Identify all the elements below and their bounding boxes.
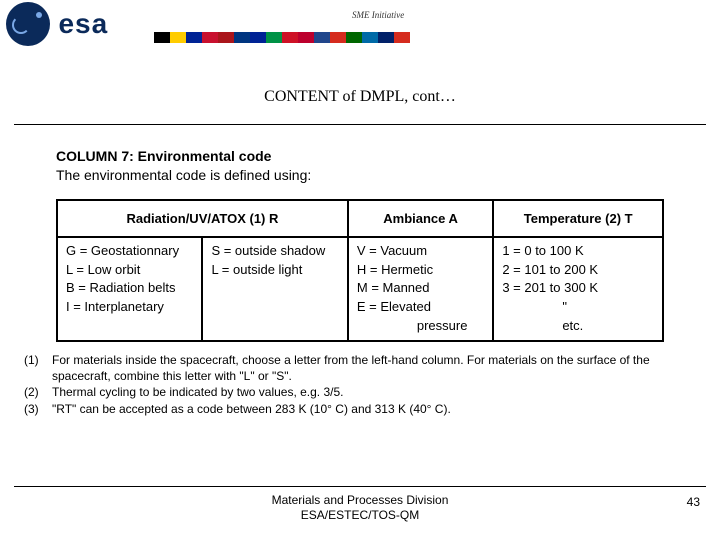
flag-icon — [330, 32, 346, 43]
cell-line: G = Geostationnary — [66, 242, 193, 261]
cell-rad-right: S = outside shadowL = outside light — [202, 237, 347, 341]
fn2-text: Thermal cycling to be indicated by two v… — [52, 384, 702, 400]
flag-icon — [298, 32, 314, 43]
logo-text: esa — [58, 8, 108, 40]
flag-icon — [234, 32, 250, 43]
th-temperature: Temperature (2) T — [493, 200, 663, 237]
cell-line: L = Low orbit — [66, 261, 193, 280]
cell-line: 3 = 201 to 300 K — [502, 279, 654, 298]
fn2-num: (2) — [24, 384, 52, 400]
cell-line: pressure — [357, 317, 484, 336]
flag-icon — [346, 32, 362, 43]
footer: Materials and Processes Division ESA/EST… — [0, 486, 720, 524]
header: esa SME Initiative — [0, 0, 720, 58]
cell-rad-left: G = GeostationnaryL = Low orbitB = Radia… — [57, 237, 202, 341]
fn1-num: (1) — [24, 352, 52, 384]
cell-line: " — [502, 298, 654, 317]
th-radiation: Radiation/UV/ATOX (1) R — [57, 200, 348, 237]
flag-icon — [378, 32, 394, 43]
flag-icon — [218, 32, 234, 43]
table-body-row: G = GeostationnaryL = Low orbitB = Radia… — [57, 237, 663, 341]
cell-line: M = Manned — [357, 279, 484, 298]
th-ambiance: Ambiance A — [348, 200, 493, 237]
footer-center: Materials and Processes Division ESA/EST… — [0, 493, 720, 524]
cell-temperature: 1 = 0 to 100 K2 = 101 to 200 K3 = 201 to… — [493, 237, 663, 341]
cell-line: I = Interplanetary — [66, 298, 193, 317]
flag-icon — [362, 32, 378, 43]
cell-line: L = outside light — [211, 261, 338, 280]
env-code-table: Radiation/UV/ATOX (1) R Ambiance A Tempe… — [56, 199, 664, 342]
flag-icon — [154, 32, 170, 43]
fn3-num: (3) — [24, 401, 52, 417]
section-heading: COLUMN 7: Environmental code — [56, 148, 271, 164]
section-intro: COLUMN 7: Environmental code The environ… — [56, 147, 664, 185]
cell-line: 1 = 0 to 100 K — [502, 242, 654, 261]
footer-page: 43 — [687, 495, 700, 509]
flag-icon — [170, 32, 186, 43]
flag-icon — [266, 32, 282, 43]
divider-bottom — [14, 486, 706, 487]
cell-line: 2 = 101 to 200 K — [502, 261, 654, 280]
flag-icon — [202, 32, 218, 43]
esa-logo: esa — [6, 2, 136, 50]
logo-globe-icon — [6, 2, 50, 46]
flag-icon — [314, 32, 330, 43]
flag-icon — [186, 32, 202, 43]
footer-line2: ESA/ESTEC/TOS-QM — [0, 508, 720, 524]
cell-line: B = Radiation belts — [66, 279, 193, 298]
flag-strip — [154, 32, 410, 43]
section-sub: The environmental code is defined using: — [56, 167, 311, 183]
page-title: CONTENT of DMPL, cont… — [0, 88, 720, 106]
flag-icon — [250, 32, 266, 43]
sme-subtitle: SME Initiative — [352, 10, 404, 20]
footnotes: (1) For materials inside the spacecraft,… — [0, 342, 720, 417]
cell-line: E = Elevated — [357, 298, 484, 317]
cell-line: etc. — [502, 317, 654, 336]
cell-ambiance: V = VacuumH = HermeticM = MannedE = Elev… — [348, 237, 493, 341]
fn3-text: "RT" can be accepted as a code between 2… — [52, 401, 702, 417]
flag-icon — [394, 32, 410, 43]
footer-line1: Materials and Processes Division — [0, 493, 720, 509]
cell-line: H = Hermetic — [357, 261, 484, 280]
content: COLUMN 7: Environmental code The environ… — [0, 125, 720, 342]
cell-line: S = outside shadow — [211, 242, 338, 261]
fn1-text: For materials inside the spacecraft, cho… — [52, 352, 702, 384]
table-header-row: Radiation/UV/ATOX (1) R Ambiance A Tempe… — [57, 200, 663, 237]
cell-line: V = Vacuum — [357, 242, 484, 261]
flag-icon — [282, 32, 298, 43]
